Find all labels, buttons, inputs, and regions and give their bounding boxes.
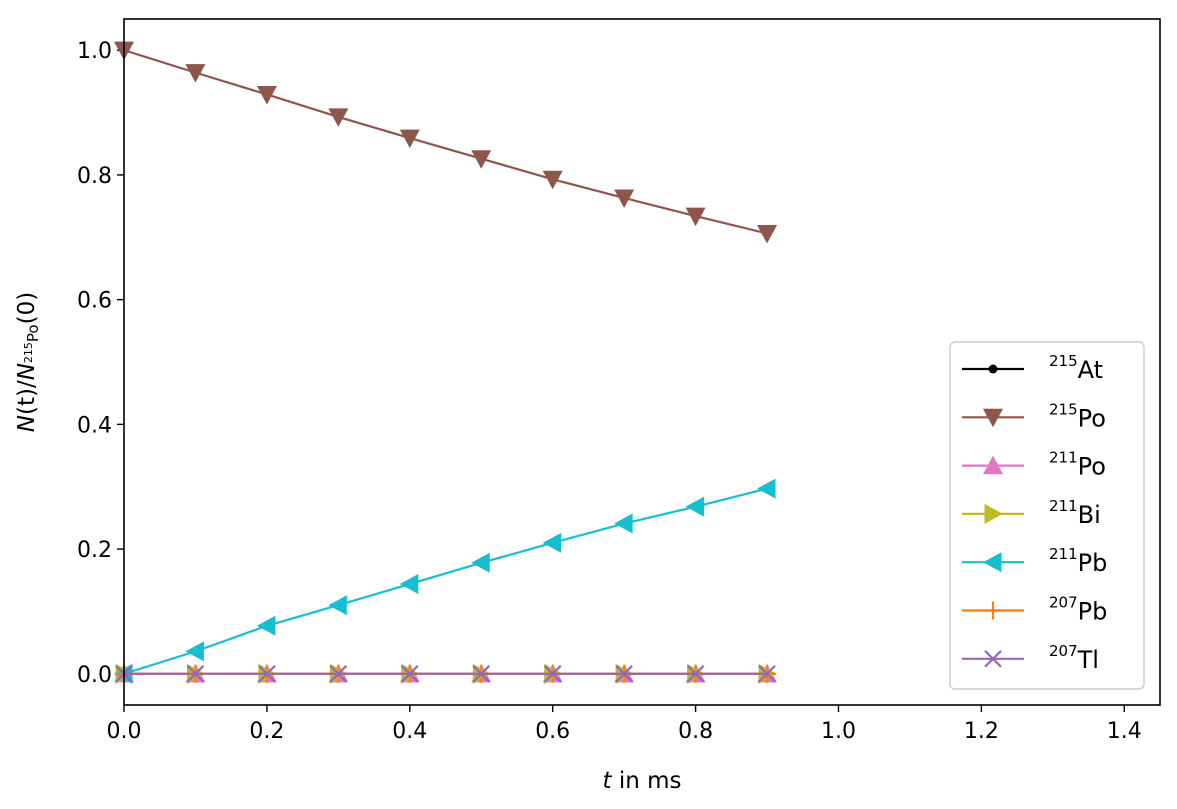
data-point (471, 150, 492, 169)
y-tick-label: 1.0 (77, 39, 112, 64)
data-point (543, 665, 562, 683)
data-point (686, 665, 705, 683)
data-point (328, 595, 347, 616)
legend-label: 211Pb (1049, 545, 1107, 577)
y-axis-label: N(t)/N215Po(0) (14, 292, 42, 432)
data-point (258, 665, 276, 683)
data-point (542, 170, 563, 190)
y-tick-label: 0.0 (77, 663, 112, 688)
data-point (614, 513, 633, 534)
series-line (123, 487, 768, 675)
series-207Tl (115, 665, 776, 683)
y-tick-label: 0.8 (77, 164, 112, 189)
data-point (471, 552, 490, 573)
legend-label: 211Po (1049, 449, 1106, 481)
data-point (758, 665, 776, 683)
data-point (472, 665, 491, 683)
legend-entry: 211Po (962, 449, 1106, 481)
legend-box (949, 341, 1145, 690)
data-point (614, 189, 635, 208)
legend-entry: 215Po (962, 400, 1106, 432)
legend: 215At 215Po 211Po 211Bi 211Pb 207Pb 207Tl (949, 341, 1145, 690)
x-tick-label: 1.2 (964, 719, 999, 744)
y-tick-label: 0.6 (77, 289, 112, 314)
legend-label: 215At (1049, 352, 1103, 384)
plot-frame (123, 18, 1161, 706)
x-tick-label: 0.2 (249, 719, 284, 744)
x-tick-label: 0.4 (392, 719, 427, 744)
x-axis-label: t in ms (602, 768, 681, 794)
data-point (988, 364, 998, 374)
data-point (328, 108, 349, 127)
legend-label: 207Pb (1049, 594, 1107, 626)
legend-label: 207Tl (1049, 642, 1099, 674)
legend-label: 211Bi (1049, 497, 1101, 529)
legend-entry: 207Tl (962, 642, 1099, 674)
data-point (757, 225, 778, 244)
data-point (185, 641, 204, 662)
data-point (186, 665, 205, 683)
data-point (984, 650, 1002, 668)
x-tick-label: 0.8 (678, 719, 713, 744)
data-point (542, 532, 562, 553)
data-point (256, 615, 276, 636)
data-point (983, 408, 1003, 428)
series-215Po (114, 41, 778, 244)
series-layer (114, 41, 778, 684)
data-point (685, 207, 706, 227)
legend-label: 215Po (1049, 400, 1106, 432)
data-point (984, 503, 1003, 524)
legend-entry: 211Bi (962, 497, 1101, 529)
data-point (185, 64, 206, 83)
x-tick-label: 1.4 (1107, 719, 1142, 744)
data-point (329, 665, 348, 683)
data-point (401, 665, 419, 683)
data-point (399, 574, 419, 595)
y-tick-label: 0.2 (77, 538, 112, 563)
data-point (983, 552, 1002, 573)
data-point (256, 85, 277, 105)
x-tick-label: 0.0 (107, 719, 142, 744)
data-point (399, 129, 420, 149)
legend-entry: 215At (962, 352, 1103, 384)
data-point (757, 478, 776, 499)
data-point (984, 601, 1002, 620)
data-point (983, 455, 1003, 475)
y-tick-label: 0.4 (77, 413, 112, 438)
legend-entry: 207Pb (962, 594, 1107, 626)
x-tick-label: 0.6 (535, 719, 570, 744)
axis-ticks: 0.0 0.2 0.4 0.6 0.8 1.0 1.2 1.4 0.0 0.2 0.4 0.6 0.8 1… (77, 39, 1142, 744)
legend-entry: 211Pb (962, 545, 1107, 577)
data-point (685, 496, 705, 517)
data-point (615, 665, 633, 683)
x-tick-label: 1.0 (821, 719, 856, 744)
series-line (123, 49, 768, 235)
